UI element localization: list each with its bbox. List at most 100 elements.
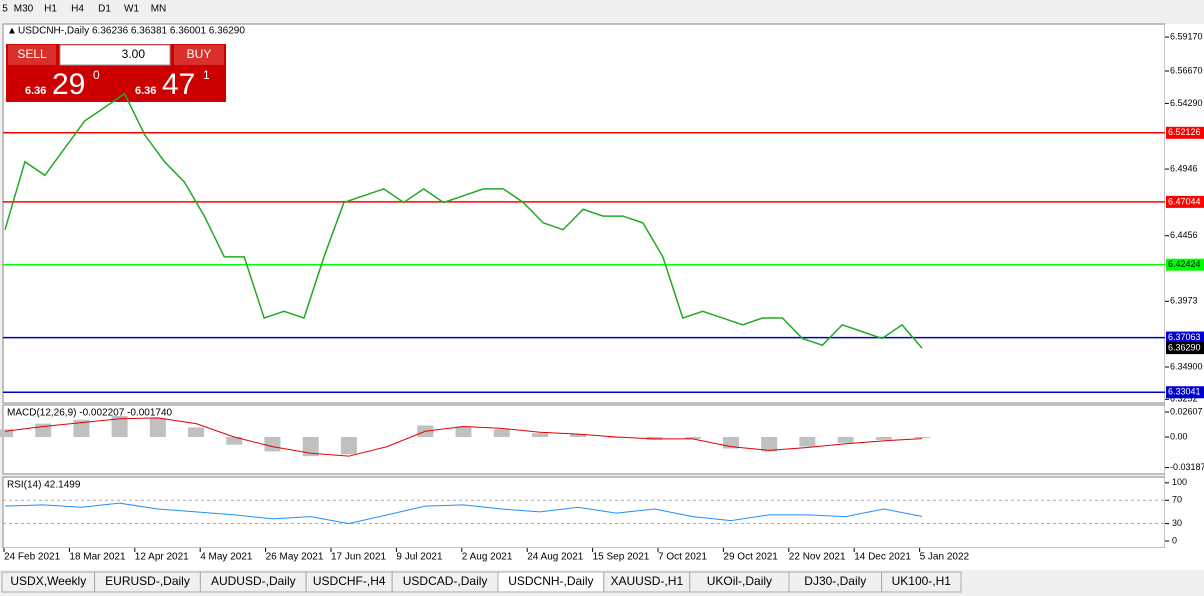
- y-tick-label: 6.34900: [1170, 361, 1203, 371]
- current-label: 6.36290: [1168, 342, 1201, 352]
- macd-bar: [340, 437, 357, 455]
- date-label: 5 Jan 2022: [920, 552, 970, 563]
- y-tick-label: 70: [1172, 495, 1182, 505]
- y-tick-label: 0.02607: [1170, 406, 1203, 416]
- y-tick-label: 6.4946: [1170, 163, 1198, 173]
- macd-bar: [684, 437, 701, 439]
- date-label: 22 Nov 2021: [789, 552, 846, 563]
- timeframe-button[interactable]: W1: [124, 4, 139, 15]
- buy-label: BUY: [187, 47, 212, 61]
- timeframe-button[interactable]: M30: [14, 4, 34, 15]
- macd-bar: [226, 437, 243, 445]
- timeframe-button[interactable]: D1: [98, 4, 111, 15]
- macd-bar: [493, 429, 510, 438]
- macd-bar: [302, 437, 319, 457]
- rsi-pane: [2, 476, 1166, 549]
- price-line: [4, 92, 923, 349]
- y-tick-label: 6.56670: [1170, 65, 1203, 75]
- tab-label: UKOil-,Daily: [707, 574, 772, 588]
- macd-bar: [73, 419, 90, 438]
- date-label: 29 Oct 2021: [723, 552, 778, 563]
- timeframe-button[interactable]: H1: [44, 4, 57, 15]
- ask-sup: 1: [203, 68, 210, 82]
- y-tick-label: -0.03187: [1170, 462, 1204, 472]
- y-tick-label: 100: [1172, 477, 1187, 487]
- level-tag: [1166, 386, 1204, 399]
- macd-bar: [264, 437, 281, 452]
- tab-label: USDCHF-,H4: [313, 574, 386, 588]
- sell-button[interactable]: [8, 45, 56, 65]
- level-label: 6.47044: [1168, 196, 1201, 206]
- level-label: 6.33041: [1168, 387, 1201, 397]
- level-label: 6.52126: [1168, 127, 1201, 137]
- macd-bar: [914, 437, 930, 438]
- level-label: 6.42424: [1168, 259, 1201, 269]
- y-tick-label: 6.3252: [1170, 394, 1198, 404]
- macd-pane: [2, 404, 1166, 475]
- axis-pane: [1165, 24, 1204, 548]
- y-tick-label: 6.3973: [1170, 296, 1198, 306]
- rsi-title: RSI(14) 42.1499: [7, 480, 81, 491]
- macd-bar: [111, 415, 128, 438]
- date-label: 24 Aug 2021: [527, 552, 584, 563]
- tab-label: USDCNH-,Daily: [508, 574, 593, 588]
- macd-bar: [837, 437, 854, 443]
- timeframe-button[interactable]: MN: [151, 4, 167, 15]
- macd-bar: [875, 437, 892, 440]
- symbol: ▲: [7, 26, 17, 37]
- current-tag: [1166, 342, 1204, 355]
- toolbar: [0, 0, 1204, 18]
- macd-bar: [799, 437, 816, 447]
- level-tag: [1166, 331, 1204, 344]
- tab-label: UK100-,H1: [892, 574, 952, 588]
- signal-line: [4, 417, 923, 457]
- tab-label: XAUUSD-,H1: [610, 574, 683, 588]
- ohlc: 6.36236 6.36381 6.36001 6.36290: [92, 26, 245, 37]
- timeframe-button[interactable]: H4: [71, 4, 84, 15]
- date-label: 4 May 2021: [200, 552, 253, 563]
- level-tag: [1166, 195, 1204, 208]
- level-tag: [1166, 126, 1204, 139]
- buy-button[interactable]: [174, 45, 224, 65]
- date-label: 9 Jul 2021: [396, 552, 443, 563]
- date-label: 12 Apr 2021: [135, 552, 189, 563]
- bid-big: 29: [52, 68, 85, 101]
- level-label: 6.37063: [1168, 332, 1201, 342]
- macd-bar: [455, 426, 472, 438]
- ask-small: 6.36: [135, 85, 156, 97]
- macd-title: MACD(12,26,9) -0.002207 -0.001740: [7, 408, 173, 419]
- macd-bar: [531, 433, 548, 438]
- tab-label: USDX,Weekly: [10, 574, 86, 588]
- volume: 3.00: [122, 47, 146, 61]
- date-label: 26 May 2021: [266, 552, 324, 563]
- tab-label: AUDUSD-,Daily: [211, 574, 296, 588]
- macd-bar: [761, 437, 778, 452]
- y-tick-label: 6.59170: [1170, 31, 1203, 41]
- date-label: 18 Mar 2021: [69, 552, 126, 563]
- macd-bar: [722, 437, 739, 449]
- sell-label: SELL: [17, 47, 47, 61]
- symbol: USDCNH-,Daily: [18, 26, 89, 37]
- macd-bar: [0, 429, 13, 438]
- trade-panel: SELL BUY 3.00 6.36 29 0 6.36 47 1: [6, 44, 226, 102]
- date-label: 17 Jun 2021: [331, 552, 386, 563]
- macd-bar: [149, 417, 166, 438]
- ask-big: 47: [162, 68, 195, 101]
- date-label: 15 Sep 2021: [593, 552, 650, 563]
- level-tag: [1166, 258, 1204, 271]
- y-tick-label: 0: [1172, 535, 1177, 545]
- date-label: 2 Aug 2021: [462, 552, 513, 563]
- timeframe-button[interactable]: 5: [2, 4, 8, 15]
- tab[interactable]: [881, 571, 962, 593]
- tab-label: EURUSD-,Daily: [105, 574, 190, 588]
- rsi-line: [4, 502, 923, 525]
- bid-sup: 0: [93, 68, 100, 82]
- y-tick-label: 6.4456: [1170, 230, 1198, 240]
- y-tick-label: 0.00: [1170, 431, 1188, 441]
- date-axis: [0, 548, 1204, 570]
- macd-bar: [570, 434, 587, 438]
- volume-input[interactable]: [59, 44, 171, 66]
- date-label: 14 Dec 2021: [854, 552, 911, 563]
